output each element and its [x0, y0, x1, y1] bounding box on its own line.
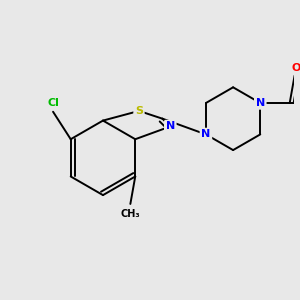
- Text: S: S: [135, 106, 143, 116]
- Text: N: N: [166, 122, 175, 131]
- Text: N: N: [201, 129, 211, 140]
- Text: O: O: [292, 63, 300, 73]
- Text: N: N: [256, 98, 265, 108]
- Text: CH₃: CH₃: [121, 209, 140, 219]
- Text: Cl: Cl: [47, 98, 59, 108]
